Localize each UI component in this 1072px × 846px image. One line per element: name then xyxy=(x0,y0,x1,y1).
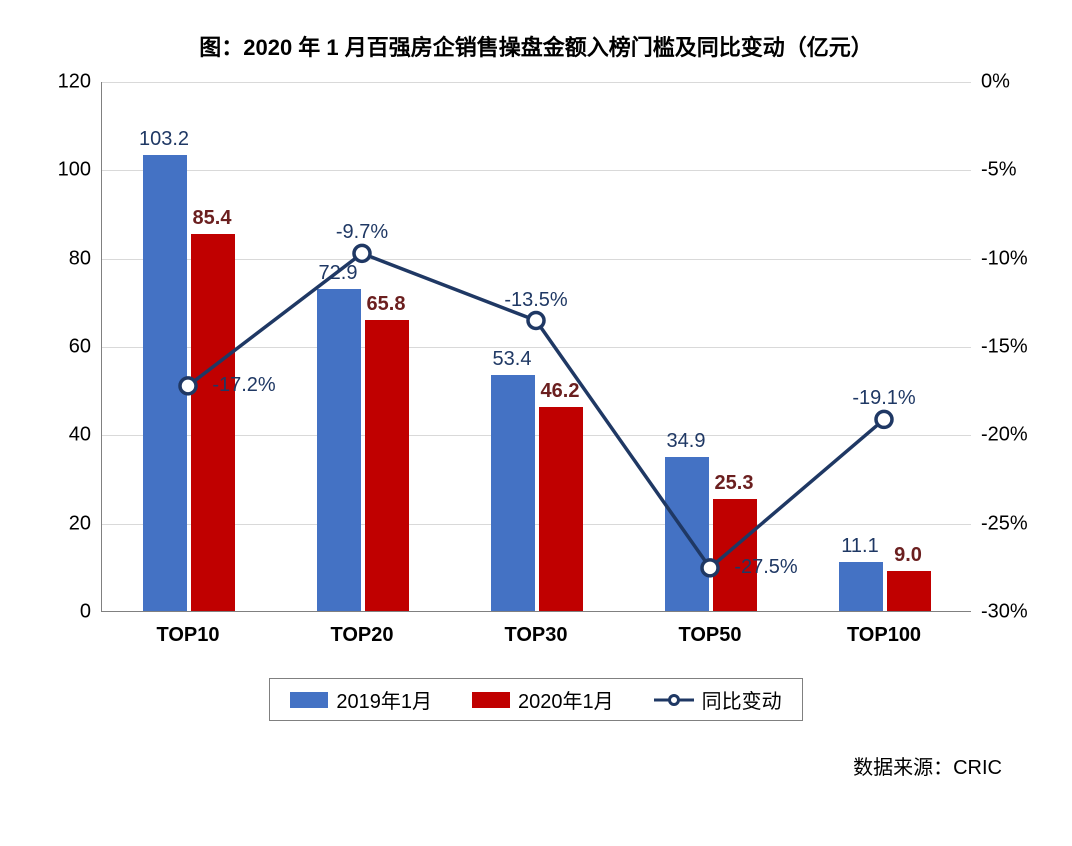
bar-value-label: 11.1 xyxy=(841,535,878,558)
legend-label: 2020年1月 xyxy=(518,685,614,714)
bar-value-label: 85.4 xyxy=(193,207,232,230)
legend-swatch xyxy=(472,692,510,708)
y-right-tick: -10% xyxy=(981,247,1028,270)
line-marker xyxy=(876,411,892,427)
legend-item: 同比变动 xyxy=(654,685,782,714)
bar-value-label: 53.4 xyxy=(493,348,532,371)
bar-value-label: 34.9 xyxy=(667,430,706,453)
x-tick: TOP100 xyxy=(847,624,921,647)
y-left-tick: 60 xyxy=(31,336,91,359)
y-left-tick: 0 xyxy=(31,601,91,624)
legend-line-swatch xyxy=(654,692,694,708)
bar-value-label: 25.3 xyxy=(715,472,754,495)
line-value-label: -27.5% xyxy=(734,556,797,579)
legend-label: 2019年1月 xyxy=(336,685,432,714)
legend: 2019年1月 2020年1月 同比变动 xyxy=(269,678,802,721)
bar-value-label: 103.2 xyxy=(139,128,189,151)
bar-value-label: 46.2 xyxy=(541,380,580,403)
y-right-tick: -5% xyxy=(981,159,1017,182)
bar-value-label: 72.9 xyxy=(319,262,358,285)
line-marker xyxy=(702,560,718,576)
data-source: 数据来源：CRIC xyxy=(30,751,1042,780)
x-tick: TOP20 xyxy=(331,624,394,647)
line-value-label: -17.2% xyxy=(212,374,275,397)
bar-value-label: 65.8 xyxy=(367,293,406,316)
line-marker xyxy=(528,313,544,329)
chart-title: 图：2020 年 1 月百强房企销售操盘金额入榜门槛及同比变动（亿元） xyxy=(30,30,1042,62)
y-right-tick: -20% xyxy=(981,424,1028,447)
line-series xyxy=(101,82,971,612)
line-value-label: -9.7% xyxy=(336,221,388,244)
line-marker xyxy=(180,378,196,394)
y-left-tick: 100 xyxy=(31,159,91,182)
legend-item: 2019年1月 xyxy=(290,685,432,714)
y-left-tick: 20 xyxy=(31,512,91,535)
line-marker xyxy=(354,245,370,261)
y-left-tick: 120 xyxy=(31,71,91,94)
legend-swatch xyxy=(290,692,328,708)
y-right-tick: -30% xyxy=(981,601,1028,624)
y-right-tick: 0% xyxy=(981,71,1010,94)
line-value-label: -13.5% xyxy=(504,289,567,312)
y-left-tick: 40 xyxy=(31,424,91,447)
bar-value-label: 9.0 xyxy=(894,544,922,567)
y-left-tick: 80 xyxy=(31,247,91,270)
legend-label: 同比变动 xyxy=(702,685,782,714)
line-value-label: -19.1% xyxy=(852,387,915,410)
y-right-tick: -25% xyxy=(981,512,1028,535)
y-right-tick: -15% xyxy=(981,336,1028,359)
chart-area: 020406080100120-30%-25%-20%-15%-10%-5%0%… xyxy=(31,82,1041,658)
x-tick: TOP30 xyxy=(505,624,568,647)
x-tick: TOP10 xyxy=(157,624,220,647)
x-tick: TOP50 xyxy=(679,624,742,647)
legend-item: 2020年1月 xyxy=(472,685,614,714)
